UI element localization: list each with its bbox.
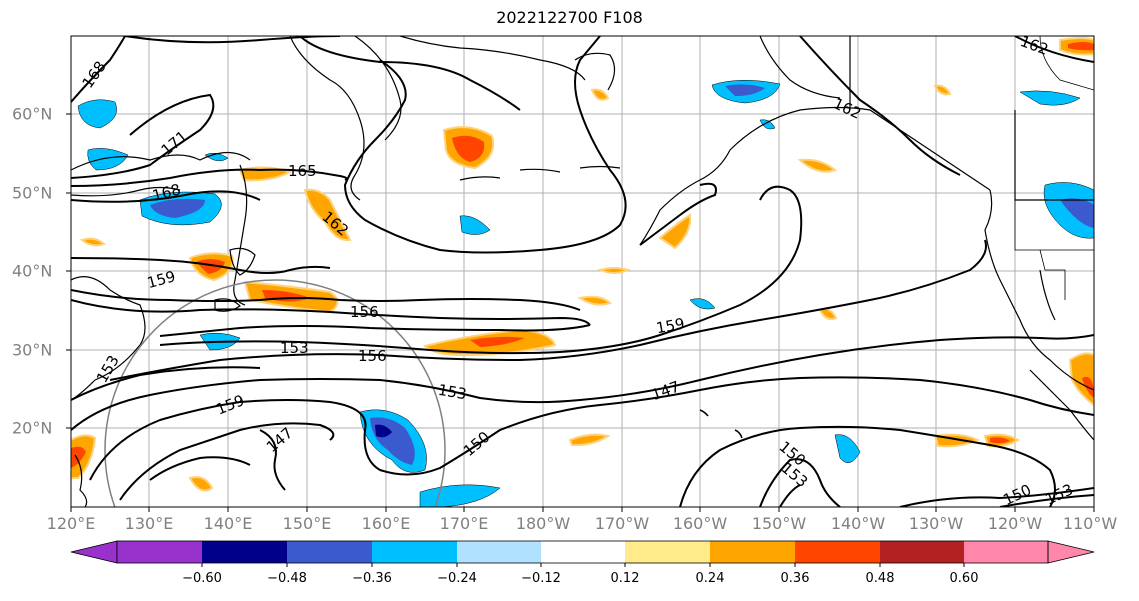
colorbar-tick-label: −0.24 (437, 571, 477, 586)
map-title: 2022122700 F108 (496, 8, 643, 27)
colorbar-tick-label: −0.48 (267, 571, 307, 586)
orange-area (658, 213, 692, 250)
colorbar-swatch (117, 541, 202, 563)
coastlines (71, 36, 1094, 507)
colorbar-tick-label: 0.60 (949, 571, 979, 586)
colorbar-swatch (964, 541, 1048, 563)
orange-area (452, 135, 485, 162)
colorbar-tick-label: −0.12 (521, 571, 561, 586)
contour-label: 156 (350, 303, 379, 321)
height-contours (71, 36, 1094, 507)
longitude-label: 130°W (908, 514, 964, 533)
orange-area (196, 259, 225, 274)
colorbar-extend-low (70, 540, 118, 564)
blue-area (77, 99, 117, 129)
latitude-label: 40°N (12, 261, 53, 281)
colorbar-tick-label: 0.48 (865, 571, 895, 586)
blue-area (1060, 198, 1094, 228)
blue-area (689, 298, 716, 310)
colorbar-tick-label: 0.36 (780, 571, 810, 586)
colorbar-swatch (710, 541, 795, 563)
graticule (71, 36, 1094, 507)
colorbar-swatch (372, 541, 457, 563)
blue-area (725, 84, 765, 96)
longitude-label: 130°E (124, 514, 174, 533)
longitude-label: 150°W (751, 514, 807, 533)
orange-area (818, 308, 838, 320)
colorbar-swatch (202, 541, 287, 563)
colorbar (70, 540, 1095, 567)
orange-area (188, 476, 214, 492)
contour-label: 168 (79, 58, 110, 92)
longitude-label: 180°W (515, 514, 571, 533)
longitude-label: 120°E (46, 514, 96, 533)
blue-area (87, 148, 129, 171)
contour-label: 153 (437, 381, 468, 404)
orange-area (303, 188, 352, 242)
orange-area (1068, 352, 1094, 407)
colorbar-swatch (457, 541, 541, 563)
contour-label: 153 (778, 459, 812, 491)
longitude-label: 110°W (1062, 514, 1118, 533)
blue-area (419, 484, 501, 507)
longitude-label: 140°W (830, 514, 886, 533)
colorbar-tick-label: −0.36 (352, 571, 392, 586)
contour-label: 156 (358, 347, 387, 365)
orange-area (577, 295, 612, 306)
contour-label: 153 (280, 339, 309, 357)
blue-area (150, 198, 205, 218)
orange-area (933, 84, 952, 96)
orange-area (797, 158, 838, 173)
latitude-label: 20°N (12, 418, 53, 438)
blue-area (1019, 90, 1081, 106)
contour-label: 150 (460, 428, 494, 460)
orange-area (470, 336, 525, 347)
orange-area (596, 267, 631, 274)
colorbar-extend-high (1047, 540, 1095, 564)
colorbar-swatch (880, 541, 964, 563)
orange-area (990, 437, 1010, 444)
blue-area (375, 424, 392, 438)
longitude-label: 170°W (594, 514, 650, 533)
blue-area (834, 434, 861, 464)
orange-area (590, 88, 610, 101)
highlight-circle (104, 279, 446, 507)
latitude-label: 30°N (12, 340, 53, 360)
longitude-label: 150°E (282, 514, 332, 533)
colorbar-swatch (541, 541, 625, 563)
contour-label: 147 (263, 424, 297, 456)
colorbar-swatch (795, 541, 880, 563)
latitude-label: 50°N (12, 183, 53, 203)
colorbar-tick-label: −0.60 (182, 571, 222, 586)
latitude-label: 60°N (12, 104, 53, 124)
shaded-field (71, 37, 1094, 507)
longitude-label: 160°W (672, 514, 728, 533)
colorbar-tick-label: 0.24 (695, 571, 725, 586)
contour-label: 147 (649, 377, 682, 404)
orange-area (71, 446, 86, 468)
contour-label: 159 (655, 315, 686, 338)
longitude-label: 160°E (361, 514, 411, 533)
longitude-label: 170°E (439, 514, 489, 533)
orange-area (79, 237, 106, 247)
colorbar-tick-label: 0.12 (610, 571, 640, 586)
longitude-label: 120°W (987, 514, 1043, 533)
longitude-label: 140°E (203, 514, 253, 533)
colorbar-swatch (287, 541, 372, 563)
blue-area (759, 119, 776, 130)
contour-label: 153 (1042, 480, 1076, 508)
blue-area (459, 215, 491, 235)
orange-area (1068, 42, 1094, 51)
orange-area (568, 433, 611, 447)
contour-label: 165 (288, 162, 317, 180)
contour-label: 159 (214, 391, 247, 418)
axis-ticks (66, 113, 1095, 512)
colorbar-swatch (625, 541, 710, 563)
